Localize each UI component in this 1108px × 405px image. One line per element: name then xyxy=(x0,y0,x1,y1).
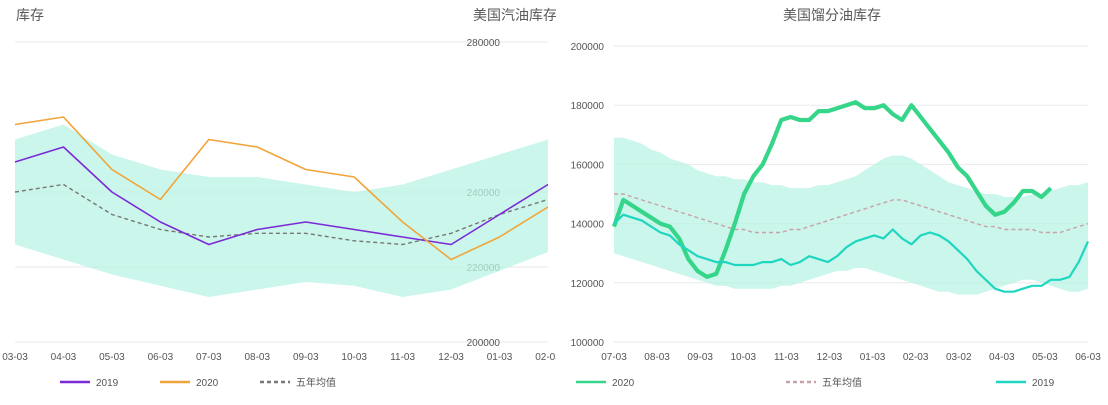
right-xtick-11: 06-03 xyxy=(1075,352,1101,363)
right-xtick-2: 09-03 xyxy=(687,352,713,363)
right-xtick-9: 04-03 xyxy=(989,352,1015,363)
right-ytick-2: 160000 xyxy=(571,160,605,171)
right-xtick-1: 08-03 xyxy=(644,352,670,363)
right-series-2020-line xyxy=(612,100,1053,279)
left-xtick-6: 09-03 xyxy=(293,352,319,363)
right-xtick-8: 03-02 xyxy=(946,352,972,363)
right-xtick-4: 11-03 xyxy=(774,352,799,363)
left-xtick-1: 04-03 xyxy=(51,352,77,363)
right-legend-label-1: 五年均值 xyxy=(822,376,862,389)
left-xtick-9: 12-03 xyxy=(438,352,464,363)
left-five-year-average-line xyxy=(14,183,549,246)
left-xtick-7: 10-03 xyxy=(341,352,367,363)
right-xtick-6: 01-03 xyxy=(860,352,886,363)
right-xtick-10: 05-03 xyxy=(1032,352,1058,363)
distillate-inventory-chart-panel: 美国馏分油库存 200000 180000 160000 140000 120000 100… xyxy=(556,0,1108,405)
right-ytick-5: 100000 xyxy=(571,338,605,349)
left-series-2019-line xyxy=(14,146,549,246)
left-xtick-0: 03-03 xyxy=(2,352,28,363)
left-legend-label-0: 2019 xyxy=(96,378,119,389)
right-ytick-0: 200000 xyxy=(571,42,605,53)
left-series-2020-line xyxy=(14,116,549,261)
right-series-2019-line xyxy=(613,213,1090,293)
left-chart-title: 库存 xyxy=(16,7,44,23)
right-ytick-4: 120000 xyxy=(571,279,605,290)
right-xtick-0: 07-03 xyxy=(601,352,627,363)
right-xtick-5: 12-03 xyxy=(817,352,843,363)
right-xtick-7: 02-03 xyxy=(903,352,929,363)
right-five-year-average-line xyxy=(614,193,1089,234)
left-xtick-4: 07-03 xyxy=(196,352,222,363)
left-xtick-10: 01-03 xyxy=(487,352,513,363)
gasoline-inventory-chart-panel: 库存美国汽油库存28000024000022000020000003-0304-… xyxy=(2,7,556,389)
right-chart-title: 美国馏分油库存 xyxy=(783,7,881,23)
left-ytick-0: 280000 xyxy=(467,38,501,49)
left-xtick-3: 06-03 xyxy=(148,352,174,363)
left-xtick-8: 11-03 xyxy=(390,352,415,363)
right-five-year-range-band xyxy=(614,137,1088,295)
distillate-inventory-chart: 美国馏分油库存 200000 180000 160000 140000 120000 100… xyxy=(571,7,1102,389)
left-chart-title-right: 美国汽油库存 xyxy=(473,7,556,23)
right-ytick-1: 180000 xyxy=(571,101,605,112)
left-xtick-11: 02-03 xyxy=(535,352,556,363)
left-legend-label-1: 2020 xyxy=(196,378,219,389)
left-ytick-3: 200000 xyxy=(467,338,501,349)
left-five-year-range-band xyxy=(15,124,548,297)
right-legend-label-2: 2019 xyxy=(1032,378,1055,389)
right-xtick-3: 10-03 xyxy=(730,352,756,363)
left-xtick-2: 05-03 xyxy=(99,352,125,363)
right-legend-label-0: 2020 xyxy=(612,378,635,389)
left-xtick-5: 08-03 xyxy=(244,352,270,363)
right-ytick-3: 140000 xyxy=(571,220,605,231)
left-legend-label-2: 五年均值 xyxy=(296,376,336,389)
gasoline-inventory-chart: 库存美国汽油库存28000024000022000020000003-0304-… xyxy=(2,7,556,389)
